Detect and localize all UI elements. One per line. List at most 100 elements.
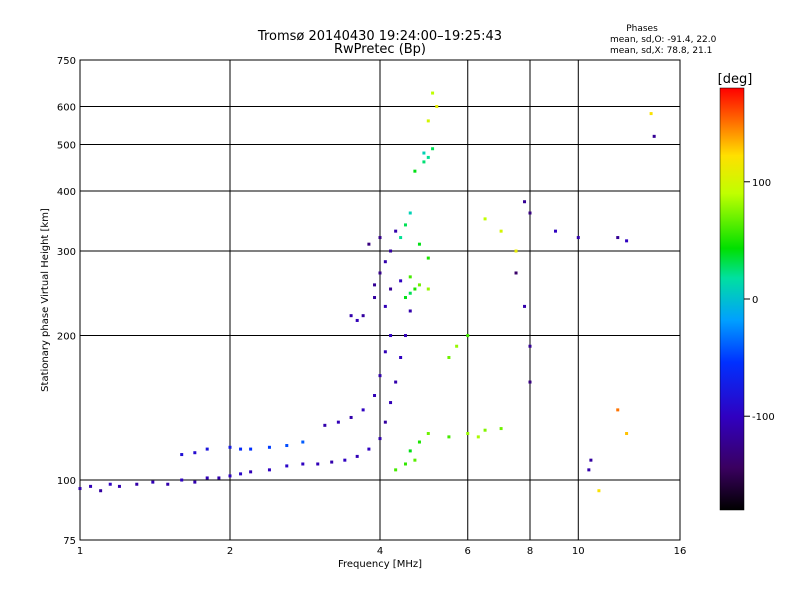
data-point bbox=[408, 449, 412, 453]
colorbar-ticks: 100 0 -100 bbox=[744, 178, 775, 423]
data-point bbox=[528, 211, 532, 215]
colorbar-tick-label: -100 bbox=[752, 412, 775, 423]
data-point bbox=[399, 236, 403, 240]
x-tick-label: 8 bbox=[527, 546, 533, 557]
data-point bbox=[499, 229, 503, 233]
x-tick-label: 10 bbox=[572, 546, 585, 557]
data-point bbox=[403, 334, 407, 338]
data-point bbox=[205, 476, 209, 480]
data-point bbox=[180, 478, 184, 482]
data-point bbox=[355, 454, 359, 458]
x-tick-label: 6 bbox=[465, 546, 471, 557]
data-point bbox=[378, 271, 382, 275]
data-point bbox=[367, 447, 371, 451]
data-point bbox=[249, 470, 253, 474]
data-point bbox=[483, 428, 487, 432]
y-tick-label: 400 bbox=[57, 187, 76, 198]
data-point bbox=[625, 239, 629, 243]
data-point bbox=[408, 211, 412, 215]
data-point bbox=[378, 437, 382, 441]
x-tick-label: 1 bbox=[77, 546, 83, 557]
data-point bbox=[301, 462, 305, 466]
data-point bbox=[466, 334, 470, 338]
data-point bbox=[383, 420, 387, 424]
data-point bbox=[576, 236, 580, 240]
y-tick-label: 600 bbox=[57, 103, 76, 114]
data-point bbox=[349, 314, 353, 318]
data-point bbox=[239, 447, 243, 451]
data-point bbox=[267, 468, 271, 472]
data-point bbox=[316, 462, 320, 466]
data-point bbox=[408, 309, 412, 313]
data-point bbox=[514, 271, 518, 275]
data-point bbox=[483, 217, 487, 221]
data-point bbox=[193, 480, 197, 484]
data-point bbox=[476, 435, 480, 439]
data-point bbox=[403, 223, 407, 227]
data-point bbox=[383, 304, 387, 308]
stats-line-o: mean, sd,O: -91.4, 22.0 bbox=[610, 35, 717, 45]
data-point bbox=[426, 119, 430, 123]
data-point bbox=[413, 458, 417, 462]
data-point bbox=[408, 291, 412, 295]
data-point bbox=[417, 283, 421, 287]
data-point bbox=[455, 344, 459, 348]
data-point bbox=[426, 256, 430, 260]
data-point bbox=[378, 236, 382, 240]
y-tick-label: 100 bbox=[57, 476, 76, 487]
data-point bbox=[249, 447, 253, 451]
data-point bbox=[373, 283, 377, 287]
x-axis-label: Frequency [MHz] bbox=[338, 559, 422, 570]
data-point bbox=[373, 394, 377, 398]
data-point bbox=[403, 462, 407, 466]
data-point bbox=[383, 350, 387, 354]
data-point bbox=[117, 484, 121, 488]
data-point bbox=[466, 432, 470, 436]
data-point bbox=[389, 334, 393, 338]
x-tick-label: 4 bbox=[377, 546, 383, 557]
data-point bbox=[403, 296, 407, 300]
data-point bbox=[426, 432, 430, 436]
data-point bbox=[426, 155, 430, 159]
data-point bbox=[349, 415, 353, 419]
data-point bbox=[108, 482, 112, 486]
data-point bbox=[625, 432, 629, 436]
data-point bbox=[394, 380, 398, 384]
data-point bbox=[587, 468, 591, 472]
data-points bbox=[78, 91, 656, 493]
data-point bbox=[330, 460, 334, 464]
data-point bbox=[426, 287, 430, 291]
y-tick-label: 500 bbox=[57, 141, 76, 152]
data-point bbox=[367, 242, 371, 246]
data-point bbox=[597, 489, 601, 493]
y-tick-label: 750 bbox=[57, 56, 76, 67]
data-point bbox=[417, 242, 421, 246]
data-point bbox=[228, 445, 232, 449]
data-point bbox=[285, 444, 289, 448]
data-point bbox=[78, 487, 82, 491]
data-point bbox=[435, 105, 439, 109]
y-tick-label: 200 bbox=[57, 332, 76, 343]
y-tick-label: 300 bbox=[57, 247, 76, 258]
data-point bbox=[239, 472, 243, 476]
data-point bbox=[383, 260, 387, 264]
data-point bbox=[394, 468, 398, 472]
data-point bbox=[399, 355, 403, 359]
data-point bbox=[166, 482, 170, 486]
data-point bbox=[193, 451, 197, 455]
data-point bbox=[447, 435, 451, 439]
data-point bbox=[394, 229, 398, 233]
data-point bbox=[89, 484, 93, 488]
data-point bbox=[399, 279, 403, 283]
data-point bbox=[361, 314, 365, 318]
data-point bbox=[447, 355, 451, 359]
data-point bbox=[99, 489, 103, 493]
data-point bbox=[616, 236, 620, 240]
data-point bbox=[355, 318, 359, 322]
chart-subtitle: RwPretec (Bp) bbox=[334, 42, 426, 57]
grid-lines bbox=[80, 60, 680, 540]
data-point bbox=[514, 249, 518, 253]
data-point bbox=[373, 296, 377, 300]
data-point bbox=[422, 160, 426, 164]
